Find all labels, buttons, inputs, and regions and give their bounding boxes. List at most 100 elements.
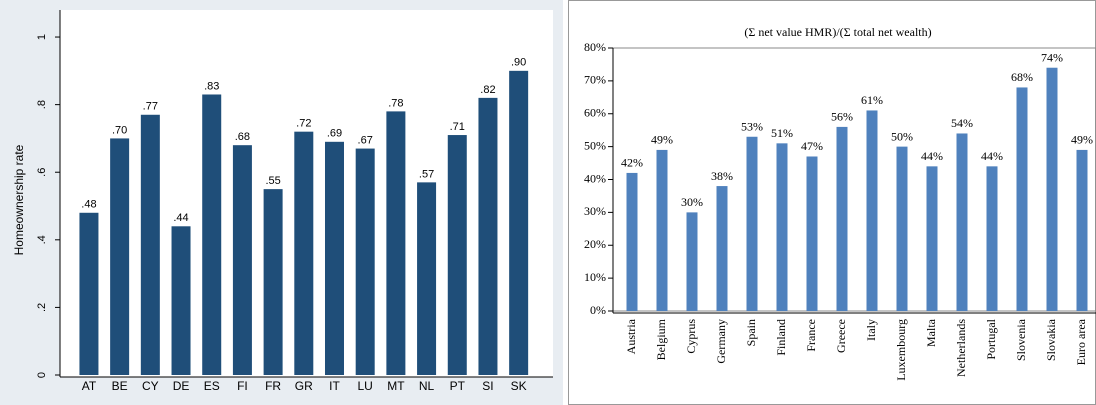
bar bbox=[926, 166, 938, 311]
bar bbox=[686, 212, 698, 311]
value-label: 44% bbox=[921, 149, 943, 163]
bar bbox=[896, 146, 908, 311]
bar bbox=[1076, 149, 1088, 311]
bar bbox=[626, 172, 638, 311]
value-label: .83 bbox=[204, 80, 219, 92]
value-label: .69 bbox=[327, 128, 342, 140]
x-tick-label: Slovakia bbox=[1044, 318, 1058, 361]
y-tick-label: 60% bbox=[584, 106, 606, 120]
x-tick-label: SI bbox=[482, 379, 493, 393]
x-tick-label: LU bbox=[358, 379, 373, 393]
x-tick-label: Cyprus bbox=[684, 319, 698, 354]
y-tick-label: .4 bbox=[36, 235, 48, 244]
bar bbox=[746, 136, 758, 311]
x-tick-label: IT bbox=[329, 379, 340, 393]
y-tick-label: 30% bbox=[584, 204, 606, 218]
value-label: 30% bbox=[681, 195, 703, 209]
bar bbox=[956, 133, 968, 311]
value-label: .71 bbox=[450, 121, 465, 133]
bar bbox=[986, 166, 998, 311]
chart-frame bbox=[568, 0, 1096, 405]
value-label: .72 bbox=[296, 118, 311, 130]
value-label: .57 bbox=[419, 168, 434, 180]
bar bbox=[1016, 87, 1028, 311]
x-tick-label: Greece bbox=[834, 319, 848, 353]
value-label: .78 bbox=[388, 97, 403, 109]
x-tick-label: BE bbox=[112, 379, 128, 393]
bar bbox=[110, 138, 130, 375]
chart-left: Homeownership rate 0 .2 .4 .6 .8 1 .48 AT .70 BE.… bbox=[0, 0, 563, 405]
y-tick-label: 0% bbox=[590, 303, 606, 317]
x-tick-label: Slovenia bbox=[1014, 318, 1028, 361]
y-tick-label: 50% bbox=[584, 138, 606, 152]
bar bbox=[656, 149, 668, 311]
value-label: 61% bbox=[861, 93, 883, 107]
bar bbox=[232, 145, 252, 375]
x-tick-label: MT bbox=[387, 379, 405, 393]
bar bbox=[140, 114, 160, 375]
x-tick-label: France bbox=[804, 319, 818, 352]
bar bbox=[866, 110, 878, 312]
value-label: .77 bbox=[143, 101, 158, 113]
bar bbox=[386, 111, 406, 375]
y-tick-label: .2 bbox=[36, 303, 48, 312]
y-tick-label: 0 bbox=[36, 372, 48, 378]
value-label: .68 bbox=[235, 131, 250, 143]
x-tick-label: Euro area bbox=[1074, 318, 1088, 365]
x-tick-label: NL bbox=[419, 379, 435, 393]
x-tick-label: PT bbox=[450, 379, 466, 393]
y-axis-title: Homeownership rate bbox=[12, 144, 26, 255]
bar bbox=[263, 189, 283, 375]
bar bbox=[202, 94, 222, 376]
value-label: 74% bbox=[1041, 50, 1063, 64]
bar bbox=[806, 156, 818, 311]
x-tick-label: Portugal bbox=[984, 318, 998, 359]
y-tick-label: 10% bbox=[584, 270, 606, 284]
value-label: 68% bbox=[1011, 70, 1033, 84]
x-tick-label: SK bbox=[511, 379, 527, 393]
bar bbox=[478, 97, 498, 376]
x-tick-label: Malta bbox=[924, 318, 938, 347]
x-tick-label: Luxembourg bbox=[894, 319, 908, 381]
bar bbox=[171, 226, 191, 375]
x-tick-label: Netherlands bbox=[954, 319, 968, 377]
y-tick-label: 40% bbox=[584, 171, 606, 185]
y-tick-label: 20% bbox=[584, 237, 606, 251]
value-label: 44% bbox=[981, 149, 1003, 163]
bar bbox=[447, 135, 467, 375]
y-tick-label: 70% bbox=[584, 73, 606, 87]
bar bbox=[509, 70, 529, 375]
value-label: 56% bbox=[831, 110, 853, 124]
value-label: 42% bbox=[621, 156, 643, 170]
bar bbox=[1046, 67, 1058, 311]
value-label: 49% bbox=[651, 133, 673, 147]
chart-title: (Σ net value HMR)/(Σ total net wealth) bbox=[744, 25, 931, 39]
chart-right: (Σ net value HMR)/(Σ total net wealth) 0… bbox=[568, 0, 1096, 405]
y-tick-label: .6 bbox=[36, 168, 48, 177]
value-label: .70 bbox=[112, 124, 127, 136]
y-tick-label: .8 bbox=[36, 100, 48, 109]
value-label: .48 bbox=[81, 199, 96, 211]
x-tick-label: GR bbox=[295, 379, 313, 393]
value-label: 54% bbox=[951, 116, 973, 130]
x-tick-label: Austria bbox=[624, 318, 638, 354]
x-tick-label: Germany bbox=[714, 319, 728, 364]
value-label: 51% bbox=[771, 126, 793, 140]
bar bbox=[324, 141, 344, 375]
y-tick-label: 1 bbox=[36, 34, 48, 40]
value-label: .55 bbox=[265, 175, 280, 187]
value-label: .90 bbox=[511, 57, 526, 69]
bar bbox=[294, 131, 314, 375]
bar bbox=[417, 182, 437, 375]
bar bbox=[836, 126, 848, 312]
bar bbox=[355, 148, 375, 375]
x-tick-label: DE bbox=[173, 379, 190, 393]
value-label: 49% bbox=[1071, 133, 1093, 147]
y-tick-label: 80% bbox=[584, 40, 606, 54]
x-tick-label: Finland bbox=[774, 319, 788, 356]
x-tick-label: CY bbox=[142, 379, 159, 393]
x-tick-label: FR bbox=[265, 379, 281, 393]
x-tick-label: AT bbox=[82, 379, 97, 393]
value-label: 47% bbox=[801, 139, 823, 153]
